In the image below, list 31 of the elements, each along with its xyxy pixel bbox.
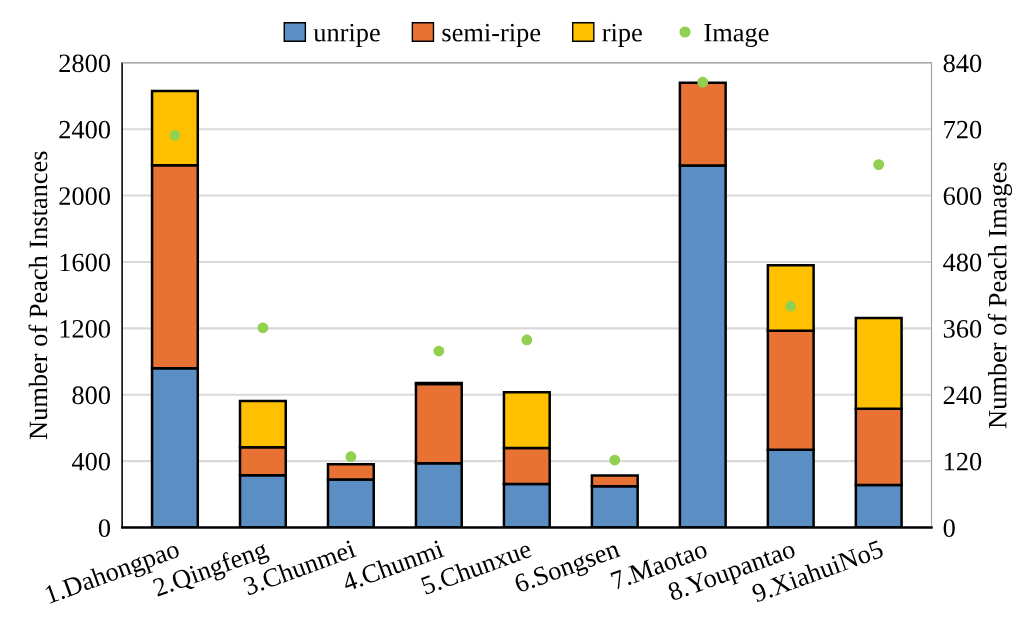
y-tick-label: 2400 <box>59 120 111 139</box>
y-tick-label: 1200 <box>60 319 111 338</box>
point <box>169 129 181 141</box>
y2-tick-label: 720 <box>944 120 982 139</box>
y2-tick-label: 840 <box>943 54 982 73</box>
legend-label: ripe <box>602 23 642 47</box>
y-tick-label: 800 <box>72 386 111 405</box>
y2-tick-label: 600 <box>943 187 982 205</box>
legend-label: unripe <box>313 23 380 47</box>
point <box>433 345 445 357</box>
y-tick-label: 2000 <box>59 187 111 205</box>
point <box>873 159 885 170</box>
y-tick-label: 400 <box>71 452 111 471</box>
point <box>697 76 709 88</box>
y-tick-label: 1600 <box>60 253 111 272</box>
y2-axis-title: Number of Peach Images <box>987 162 1013 429</box>
y-tick-label: 0 <box>98 519 111 537</box>
point <box>521 334 533 346</box>
point <box>609 454 621 466</box>
legend-label: Image <box>704 23 769 47</box>
y-tick-label: 2800 <box>59 54 111 73</box>
y2-tick-label: 480 <box>943 253 982 272</box>
y2-tick-label: 360 <box>943 319 982 338</box>
point <box>785 300 797 312</box>
legend-label: semi-ripe <box>442 23 541 47</box>
y2-tick-label: 0 <box>943 519 955 537</box>
y2-tick-label: 240 <box>943 386 982 405</box>
point <box>345 451 357 463</box>
y2-tick-label: 120 <box>944 452 982 471</box>
point <box>257 322 269 334</box>
y-axis-title: Number of Peach Instances <box>28 151 48 440</box>
